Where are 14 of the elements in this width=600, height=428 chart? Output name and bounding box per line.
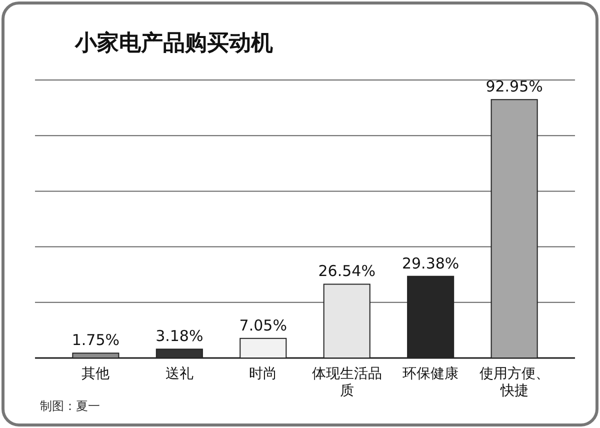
data-label: 92.95% — [486, 78, 543, 96]
text: 制图：夏一 — [40, 399, 100, 413]
x-tick-label: 时尚 — [249, 366, 278, 382]
chart-title: 小家电产品购买动机 — [74, 30, 273, 56]
data-label: 26.54% — [318, 262, 376, 280]
data-label: 1.75% — [72, 331, 120, 350]
data-label: 3.18% — [156, 327, 204, 346]
x-tick-label: 其他 — [82, 366, 110, 382]
x-tick-label: 体现生活品质 — [312, 366, 382, 399]
x-tick-label: 环保健康 — [402, 366, 459, 382]
x-tick-label: 使用方便、快捷 — [479, 366, 550, 399]
x-tick-label: 送礼 — [165, 366, 194, 382]
data-label: 7.05% — [239, 316, 287, 334]
data-label: 29.38% — [402, 254, 460, 272]
